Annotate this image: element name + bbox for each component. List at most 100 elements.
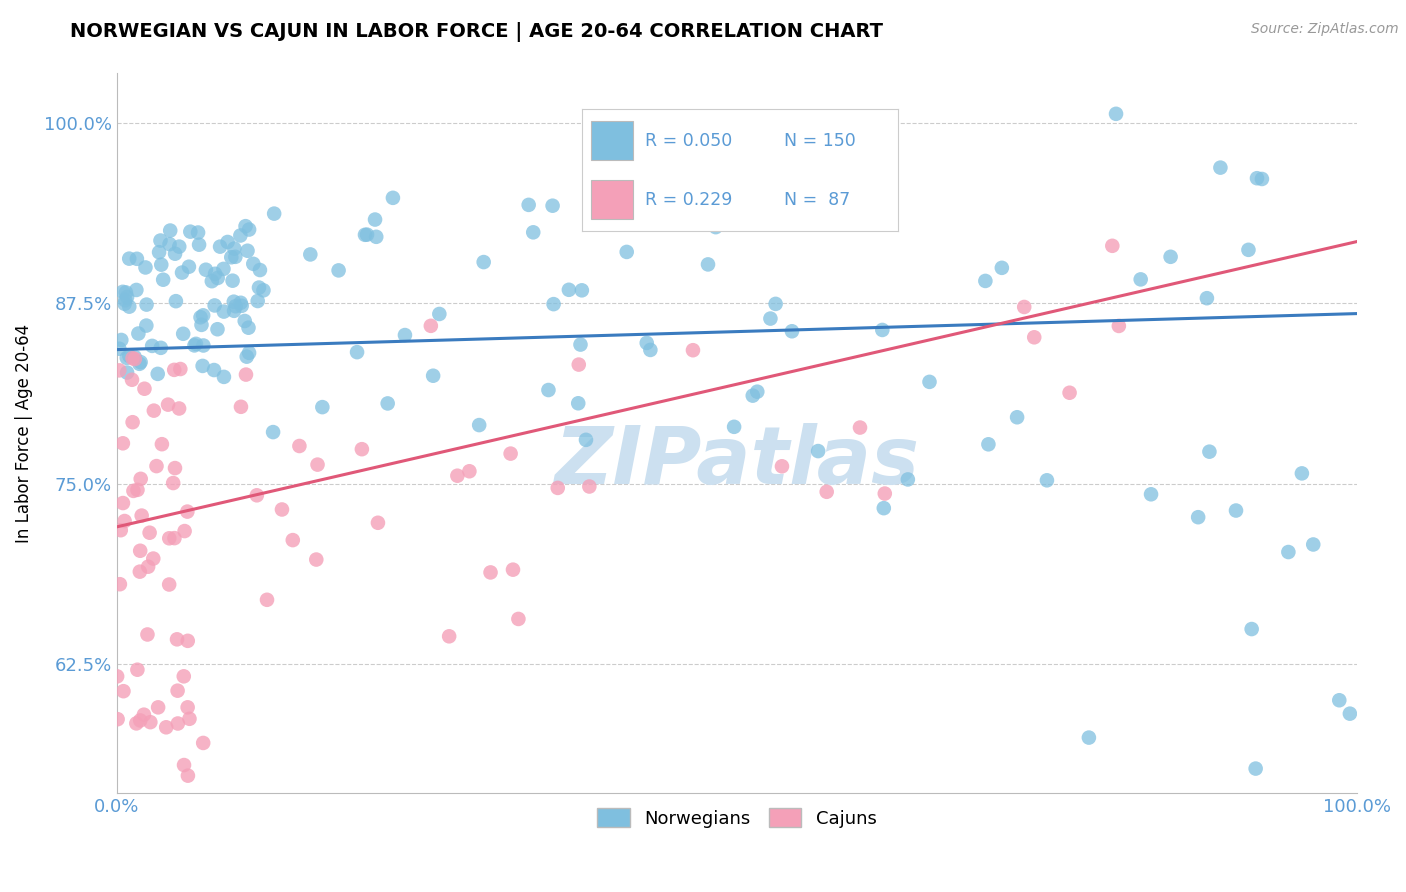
Point (129, 714, 152, 728)
Point (419, 318, 441, 333)
Point (356, 227, 378, 242)
Point (571, 283, 593, 297)
Point (747, 384, 769, 399)
Point (142, 551, 165, 566)
Point (682, 343, 704, 358)
Point (115, 290, 138, 304)
Point (236, 244, 259, 258)
Point (131, 508, 153, 523)
Point (422, 368, 444, 383)
Legend: Norwegians, Cajuns: Norwegians, Cajuns (591, 801, 884, 835)
Point (146, 700, 169, 714)
Point (537, 383, 560, 397)
Point (219, 250, 242, 264)
Point (377, 396, 399, 410)
Point (212, 261, 235, 276)
Point (157, 577, 180, 591)
Point (202, 363, 225, 377)
Y-axis label: In Labor Force | Age 20-64: In Labor Force | Age 20-64 (15, 324, 32, 542)
Point (974, 274, 997, 288)
Point (522, 225, 544, 239)
Point (135, 318, 157, 333)
Point (704, 220, 727, 235)
Point (114, 297, 136, 311)
Point (366, 229, 388, 244)
Point (136, 627, 159, 641)
Point (165, 294, 187, 309)
Point (697, 257, 720, 271)
Point (159, 237, 181, 252)
Point (1105, 107, 1128, 121)
Point (163, 531, 186, 545)
Point (201, 274, 224, 288)
Point (479, 566, 502, 580)
Point (134, 260, 156, 275)
Point (1246, 171, 1268, 186)
Point (150, 258, 173, 272)
Point (849, 420, 872, 434)
Point (125, 716, 148, 731)
Point (640, 343, 662, 357)
Point (105, 669, 128, 683)
Point (252, 283, 274, 297)
Point (311, 400, 333, 414)
Point (115, 351, 138, 365)
Text: Source: ZipAtlas.com: Source: ZipAtlas.com (1251, 22, 1399, 37)
Point (991, 260, 1014, 275)
Point (127, 663, 149, 677)
Point (110, 523, 132, 537)
Point (364, 212, 387, 227)
Point (305, 552, 328, 566)
Point (121, 415, 143, 429)
Point (157, 531, 180, 545)
Point (124, 352, 146, 367)
Point (246, 293, 269, 308)
Point (114, 514, 136, 528)
Point (152, 273, 174, 287)
Point (754, 213, 776, 227)
Point (543, 297, 565, 311)
Point (1059, 385, 1081, 400)
Point (815, 484, 838, 499)
Point (150, 437, 173, 451)
Point (166, 716, 188, 731)
Point (263, 206, 285, 220)
Point (569, 337, 592, 351)
Point (1101, 239, 1123, 253)
Point (502, 563, 524, 577)
Point (179, 712, 201, 726)
Point (759, 311, 782, 326)
Point (111, 496, 134, 510)
Point (446, 468, 468, 483)
Point (111, 436, 134, 450)
Point (110, 333, 132, 347)
Point (977, 437, 1000, 451)
Point (193, 736, 215, 750)
Point (193, 309, 215, 323)
Point (138, 525, 160, 540)
Point (166, 683, 188, 698)
Point (246, 488, 269, 502)
Point (547, 481, 569, 495)
Point (176, 700, 198, 714)
Point (173, 524, 195, 538)
Point (578, 479, 600, 493)
Point (212, 304, 235, 318)
Point (111, 285, 134, 299)
Point (159, 223, 181, 237)
Point (723, 420, 745, 434)
Point (307, 458, 329, 472)
Point (121, 351, 143, 366)
Point (108, 363, 131, 377)
Point (125, 283, 148, 297)
Point (222, 303, 245, 318)
Point (177, 633, 200, 648)
Point (166, 632, 188, 647)
Point (179, 225, 201, 239)
Point (217, 235, 239, 249)
Point (242, 257, 264, 271)
Point (780, 324, 803, 338)
Point (1198, 444, 1220, 458)
Point (190, 318, 212, 332)
Point (288, 439, 311, 453)
